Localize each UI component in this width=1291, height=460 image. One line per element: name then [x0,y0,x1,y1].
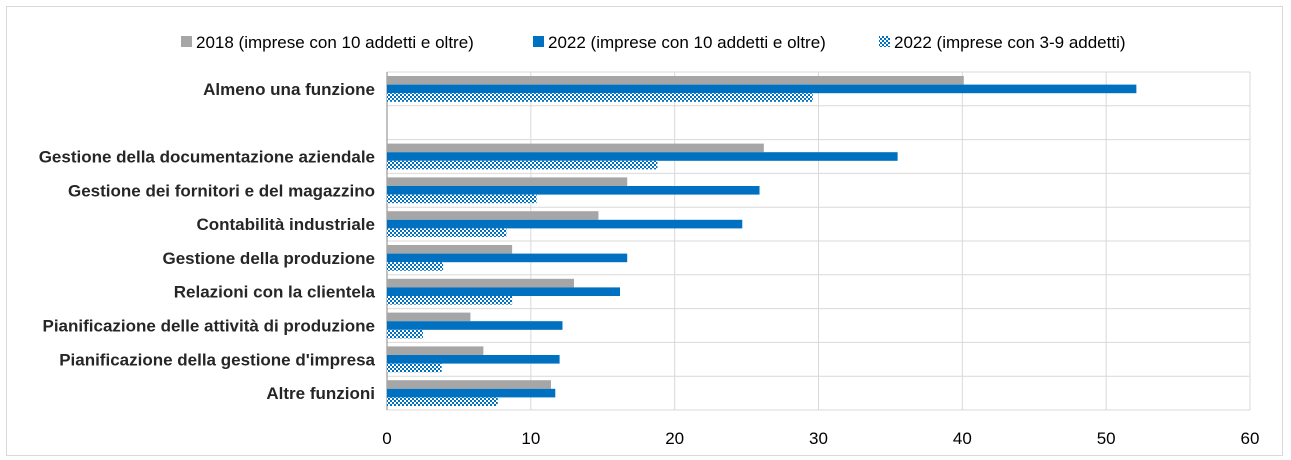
bar-s0-c3 [387,177,628,186]
x-tick-label-0: 0 [382,429,391,448]
bar-s1-c3 [387,186,760,195]
bar-s0-c8 [387,346,484,355]
bar-s0-c4 [387,211,599,220]
legend-label-1: 2022 (imprese con 10 addetti e oltre) [548,33,826,52]
legend-label-2: 2022 (imprese con 3-9 addetti) [894,33,1126,52]
bar-s0-c6 [387,278,574,288]
category-label-5: Gestione della produzione [162,249,375,268]
category-label-3: Gestione dei fornitori e del magazzino [68,181,375,200]
chart-frame [6,6,1283,456]
bars [387,76,1137,406]
category-label-9: Altre funzioni [266,384,375,403]
category-label-6: Relazioni con la clientela [174,283,376,302]
bar-s0-c0 [387,76,964,85]
x-tick-label-5: 50 [1097,429,1116,448]
x-tick-label-4: 40 [953,429,972,448]
category-label-7: Pianificazione delle attività di produzi… [43,317,376,336]
x-tick-label-2: 20 [665,429,684,448]
legend-swatch-1 [533,36,544,47]
category-label-2: Gestione della documentazione aziendale [39,148,375,167]
category-label-0: Almeno una funzione [203,80,375,99]
category-labels: Almeno una funzione Gestione della docume… [39,80,376,403]
x-tick-label-1: 10 [521,429,540,448]
legend-swatch-0 [181,36,192,47]
x-axis-tick-labels: 0 10 20 30 40 50 60 [382,429,1259,448]
bar-s2-c4 [387,228,507,237]
bar-s1-c7 [387,321,563,330]
bar-s1-c5 [387,253,628,263]
x-tick-label-6: 60 [1241,429,1260,448]
bar-s0-c7 [387,312,471,322]
bar-s2-c7 [387,329,423,339]
bar-s2-c0 [387,93,813,102]
bar-s1-c8 [387,355,560,364]
legend: 2018 (imprese con 10 addetti e oltre) 202… [181,33,1126,52]
category-label-8: Pianificazione della gestione d'impresa [59,350,375,369]
bar-s1-c2 [387,152,898,161]
bar-s2-c9 [387,397,498,406]
bar-s0-c5 [387,245,513,254]
bar-s1-c9 [387,388,556,398]
bar-s1-c6 [387,287,621,296]
bar-s2-c8 [387,363,442,373]
category-label-4: Contabilità industriale [196,215,375,234]
bar-s2-c3 [387,194,537,204]
gridlines [386,71,1251,411]
bar-s1-c0 [387,84,1137,94]
legend-label-0: 2018 (imprese con 10 addetti e oltre) [196,33,474,52]
bar-s2-c5 [387,262,444,271]
bar-s1-c4 [387,219,743,229]
x-tick-label-3: 30 [809,429,828,448]
bar-s0-c2 [387,143,764,153]
legend-swatch-2 [879,36,890,47]
bar-s2-c6 [387,296,513,305]
bar-s2-c2 [387,160,658,170]
bar-s0-c9 [387,380,551,389]
